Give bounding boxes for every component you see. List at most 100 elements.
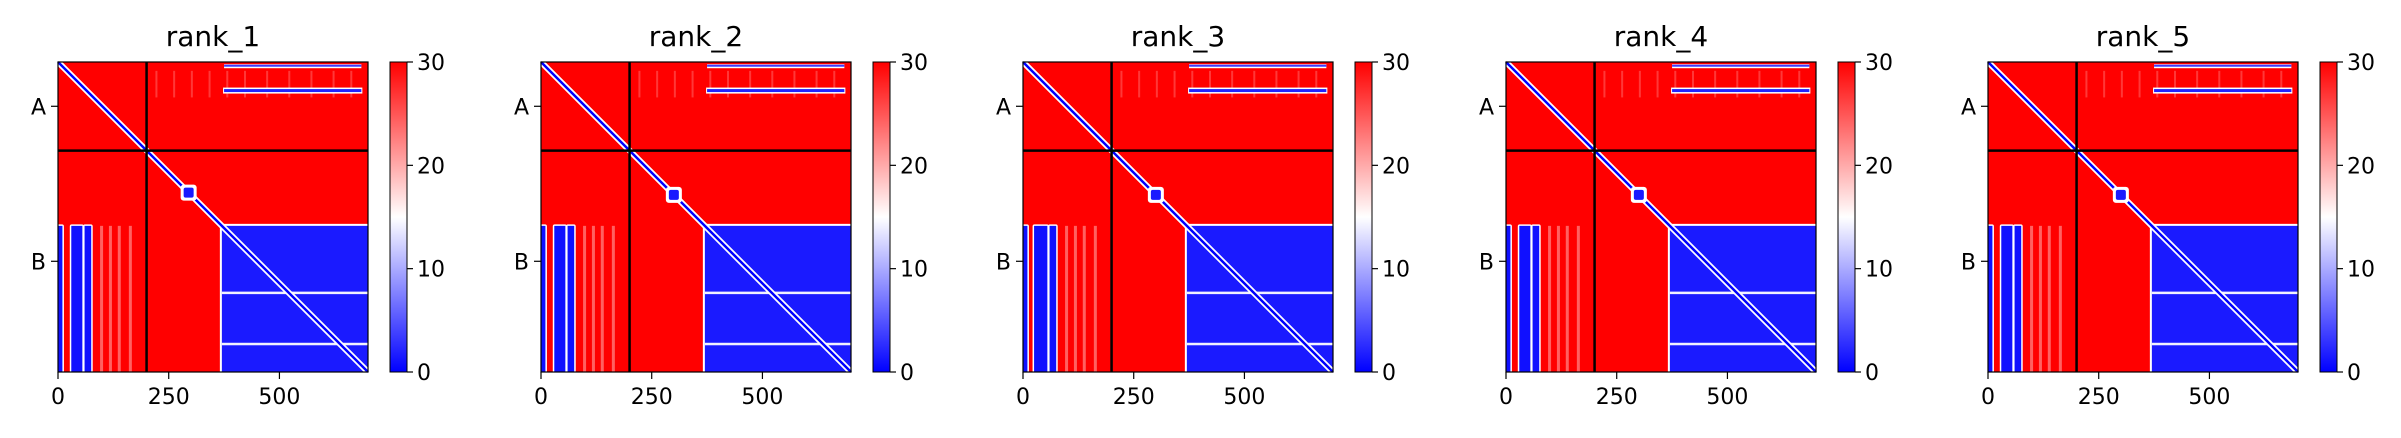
x-tick-label: 250	[148, 385, 190, 410]
heatmap-stripe	[1275, 70, 1278, 98]
x-tick-label: 500	[258, 385, 300, 410]
heatmap-stripe	[1714, 70, 1717, 98]
heatmap-band	[71, 225, 83, 372]
colorbar	[1354, 61, 1373, 373]
colorbar-tick-label: 30	[417, 51, 445, 76]
heatmap-band	[224, 89, 362, 93]
heatmap-stripe	[2058, 225, 2062, 372]
panel-title: rank_4	[1614, 20, 1708, 53]
x-tick-label: 500	[2188, 385, 2230, 410]
heatmap-stripe	[1065, 225, 1069, 372]
x-tick-label: 500	[1223, 385, 1265, 410]
heatmap-stripe	[244, 70, 246, 98]
x-tick-label: 250	[1596, 385, 1638, 410]
heatmap-diagonal	[540, 61, 852, 373]
heatmap-block-line	[221, 291, 368, 295]
pae-panel-4: rank_4 0 250 500 A B 0 10 20 30	[1479, 20, 1893, 410]
heatmap-stripe	[266, 70, 269, 98]
heatmap-band	[1532, 225, 1540, 372]
heatmap-diagonal	[1987, 61, 2299, 373]
heatmap-stripe	[173, 70, 176, 98]
heatmap-band	[1189, 64, 1327, 67]
pae-panel-1: rank_1 0 250 500 A B 0 10 20 30	[31, 20, 445, 410]
heatmap-stripe	[2262, 70, 2265, 98]
heatmap-stripe	[656, 70, 659, 98]
colorbar-tick-label: 30	[1865, 51, 1893, 76]
heatmap-stripe	[1209, 70, 1211, 98]
panel-title: rank_1	[166, 20, 260, 53]
heatmap-blob	[1150, 189, 1161, 200]
heatmap-stripe	[100, 225, 104, 372]
heatmap-band	[1672, 64, 1810, 67]
heatmap-block-line	[2151, 291, 2298, 295]
heatmap-band	[1049, 225, 1057, 372]
heatmap-stripe	[1674, 70, 1677, 98]
heatmap-band	[2154, 89, 2292, 93]
heatmap-stripe	[583, 225, 587, 372]
heatmap-stripe	[1191, 70, 1194, 98]
heatmap-band	[224, 64, 362, 67]
heatmap-band	[1672, 89, 1810, 93]
heatmap-block-line	[1669, 342, 1816, 346]
heatmap-stripe	[1155, 70, 1158, 98]
heatmap-stripe	[1758, 70, 1761, 98]
heatmap-stripe	[1556, 225, 1560, 372]
colorbar-tick-label: 30	[900, 51, 928, 76]
colorbar-tick-label: 10	[2347, 258, 2375, 283]
x-tick-label: 0	[51, 385, 65, 410]
axes-frame	[1022, 61, 1334, 373]
colorbar-tick-label: 20	[900, 154, 928, 179]
heatmap-band	[1988, 225, 1993, 372]
colorbar-tick-label: 0	[417, 361, 431, 386]
colorbar-tick-label: 20	[1865, 154, 1893, 179]
colorbar-tick-label: 10	[1382, 258, 1410, 283]
heatmap-stripe	[2103, 70, 2106, 98]
heatmap-stripe	[2120, 70, 2123, 98]
heatmap-stripe	[2280, 70, 2283, 98]
colorbar-tick-label: 0	[1865, 361, 1879, 386]
heatmap-stripe	[600, 225, 604, 372]
heatmap-stripe	[350, 70, 353, 98]
heatmap-stripe	[591, 225, 595, 372]
heatmap-stripe	[815, 70, 818, 98]
heatmap-block-line	[704, 342, 851, 346]
heatmap-band	[707, 89, 845, 93]
x-tick-label: 250	[1113, 385, 1155, 410]
x-tick-label: 0	[1499, 385, 1513, 410]
heatmap-stripe	[709, 70, 712, 98]
x-tick-label: 500	[1706, 385, 1748, 410]
heatmap-stripe	[2085, 70, 2088, 98]
heatmap-stripe	[1621, 70, 1624, 98]
y-tick-label: B	[1961, 250, 1976, 275]
heatmap-stripe	[1638, 70, 1641, 98]
y-tick-label: A	[514, 95, 529, 120]
colorbar-tick-label: 0	[2347, 361, 2361, 386]
heatmap-stripe	[1736, 70, 1739, 98]
heatmap-band	[541, 225, 546, 372]
axes-frame	[57, 61, 369, 373]
heatmap-stripe	[749, 70, 752, 98]
heatmap-band	[84, 225, 92, 372]
heatmap-stripe	[2156, 70, 2159, 98]
heatmap-band	[58, 225, 63, 372]
heatmap-band	[707, 64, 845, 67]
heatmap-diagonal	[57, 61, 369, 373]
heatmap-stripe	[1231, 70, 1234, 98]
colorbar	[2319, 61, 2338, 373]
heatmap-stripe	[727, 70, 729, 98]
axes-frame	[1987, 61, 2299, 373]
heatmap-stripe	[155, 70, 158, 98]
heatmap-stripe	[190, 70, 193, 98]
heatmap-blob	[183, 187, 194, 198]
y-tick-label: A	[31, 95, 46, 120]
heatmap-band	[1506, 225, 1511, 372]
y-tick-label: B	[1479, 250, 1494, 275]
heatmap-stripe	[793, 70, 796, 98]
heatmap-band	[1034, 225, 1048, 372]
colorbar-tick-label: 20	[2347, 154, 2375, 179]
heatmap-stripe	[638, 70, 641, 98]
heatmap-block-line	[221, 342, 368, 346]
panel-title: rank_3	[1131, 20, 1225, 53]
heatmap-stripe	[1565, 225, 1569, 372]
